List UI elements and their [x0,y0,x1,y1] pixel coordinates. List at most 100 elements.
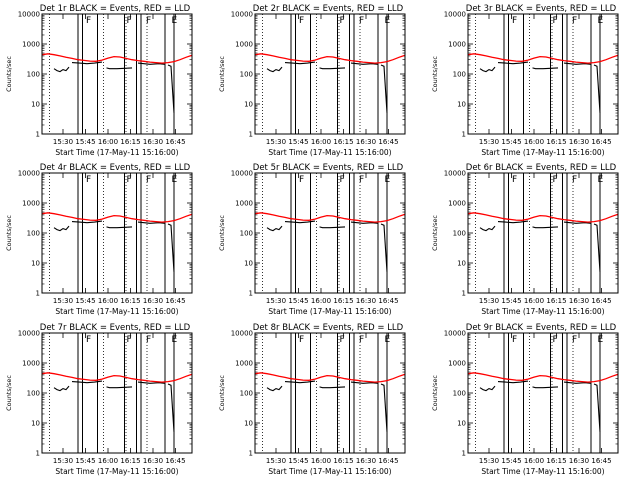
x-tick-label: 16:15 [120,138,140,146]
x-axis-label: Start Time (17-May-11 15:16:00) [481,148,604,157]
x-tick-label: 16:15 [333,297,353,305]
x-tick-label: 16:45 [591,297,611,305]
flag-marker: F [572,335,577,345]
flag-marker: F [146,175,151,185]
flag-marker: F [299,175,304,185]
x-tick-label: 16:45 [165,457,185,465]
events-series-segment [53,66,70,73]
flag-marker: F [340,335,345,345]
x-tick-label: 15:30 [53,457,73,465]
flag-marker: F [512,175,517,185]
y-tick-label: 1 [249,290,253,298]
events-series-segment [71,380,103,384]
x-tick-label: 16:30 [143,138,163,146]
events-series-segment [137,221,166,224]
y-tick-label: 1 [462,450,466,458]
events-series-segment [497,380,529,384]
flag-marker: F [553,335,558,345]
x-axis-label: Start Time (17-May-11 15:16:00) [481,307,604,316]
y-tick-label: 10000 [444,11,466,19]
y-tick-label: 10000 [18,170,40,178]
detector-panel: Det 4r BLACK = Events, RED = LLD Counts/s… [5,163,193,316]
x-tick-label: 16:30 [356,138,376,146]
events-series-segment [497,61,529,65]
events-series-segment [350,221,379,224]
events-series-segment [593,383,601,433]
x-tick-label: 15:45 [288,297,308,305]
lld-series-line [467,212,619,223]
y-tick-label: 100 [240,230,253,238]
y-tick-label: 100 [27,390,40,398]
x-tick-label: 16:15 [546,138,566,146]
events-series-segment [319,67,346,70]
lld-series-line [41,372,193,383]
events-series-segment [319,386,346,389]
x-tick-label: 16:45 [378,297,398,305]
y-tick-label: 1000 [22,360,40,368]
plot-frame [41,332,193,454]
x-tick-label: 16:00 [98,297,118,305]
y-tick-label: 1000 [22,41,40,49]
x-tick-label: 15:30 [479,297,499,305]
x-tick-label: 16:00 [524,138,544,146]
y-tick-label: 1 [249,450,253,458]
y-tick-label: 10000 [18,11,40,19]
lld-series-line [467,53,619,64]
x-tick-label: 15:30 [53,297,73,305]
events-series-segment [266,66,283,73]
y-axis-label: Counts/sec [5,56,13,92]
detector-panel: Det 2r BLACK = Events, RED = LLD Counts/s… [218,4,406,157]
plot-frame [254,13,406,135]
x-axis-label: Start Time (17-May-11 15:16:00) [268,467,391,476]
panel-title: Det 2r BLACK = Events, RED = LLD [253,4,404,14]
events-series-segment [106,226,133,229]
events-series-segment [106,67,133,70]
detector-panel: Det 7r BLACK = Events, RED = LLD Counts/s… [5,323,193,476]
flag-marker: F [512,335,517,345]
x-tick-label: 15:45 [501,297,521,305]
x-tick-label: 16:15 [333,138,353,146]
x-tick-label: 16:45 [378,457,398,465]
y-tick-label: 10000 [18,330,40,338]
y-tick-label: 10000 [444,170,466,178]
x-tick-label: 16:45 [591,138,611,146]
events-series-segment [380,223,388,273]
lld-series-line [41,212,193,223]
events-series-segment [593,223,601,273]
lld-series-line [254,53,406,64]
x-axis-label: Start Time (17-May-11 15:16:00) [55,307,178,316]
x-tick-label: 16:15 [546,297,566,305]
y-tick-label: 1 [36,450,40,458]
y-tick-label: 100 [27,71,40,79]
plot-frame [467,13,619,135]
y-tick-label: 1000 [235,200,253,208]
y-axis-label: Counts/sec [218,375,226,411]
y-tick-label: 10000 [231,330,253,338]
flag-marker: F [340,16,345,26]
flag-marker: E [172,335,178,345]
panel-title: Det 3r BLACK = Events, RED = LLD [466,4,617,14]
x-axis-label: Start Time (17-May-11 15:16:00) [55,467,178,476]
x-tick-label: 16:00 [98,457,118,465]
events-series-segment [53,385,70,392]
x-tick-label: 16:30 [569,297,589,305]
events-series-segment [167,383,175,433]
y-axis-label: Counts/sec [431,215,439,251]
lld-series-line [467,372,619,383]
y-tick-label: 10 [244,101,253,109]
y-tick-label: 10 [457,420,466,428]
x-tick-label: 15:45 [75,457,95,465]
x-tick-label: 16:15 [120,297,140,305]
events-series-segment [284,220,316,224]
y-tick-label: 100 [240,71,253,79]
panel-title: Det 7r BLACK = Events, RED = LLD [40,323,191,333]
events-series-segment [350,62,379,65]
y-tick-label: 10 [457,260,466,268]
detector-panel: Det 3r BLACK = Events, RED = LLD Counts/s… [431,4,619,157]
x-tick-label: 15:45 [288,457,308,465]
y-axis-label: Counts/sec [218,215,226,251]
events-series-segment [319,226,346,229]
y-tick-label: 10 [31,420,40,428]
events-series-segment [593,64,601,114]
x-tick-label: 16:30 [569,138,589,146]
